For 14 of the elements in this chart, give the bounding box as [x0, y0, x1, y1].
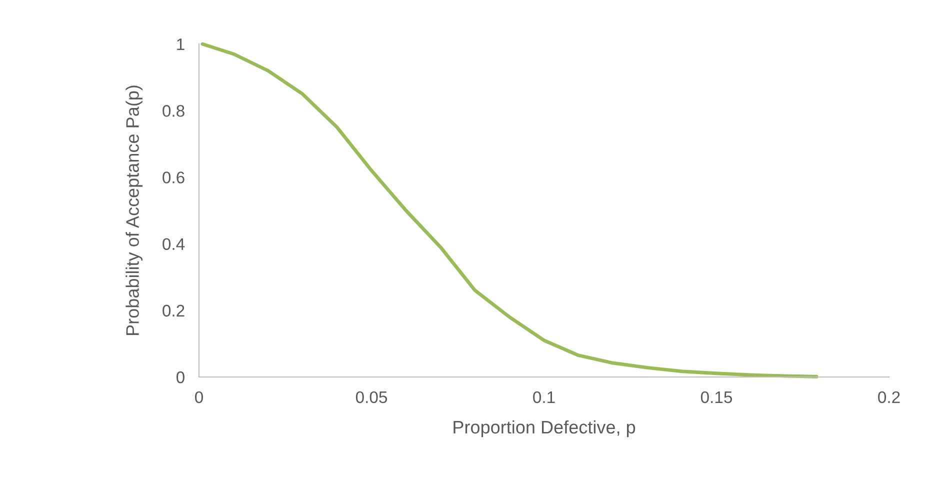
x-tick-label: 0.05 [356, 391, 388, 404]
line-series [200, 42, 818, 378]
y-tick-label: 1 [177, 38, 184, 50]
y-tick-label: 0.6 [162, 172, 184, 184]
x-tick-label: 0.2 [878, 391, 900, 404]
x-tick-label: 0.15 [700, 391, 732, 404]
y-tick-label: 0.8 [162, 105, 184, 117]
x-axis-title: Proportion Defective, p [454, 420, 636, 438]
y-tick-label: 0.4 [162, 238, 185, 250]
y-tick-label: 0.2 [162, 304, 184, 317]
x-tick-label: 0 [195, 391, 203, 404]
y-axis-title: Probability of Acceptance Pa(p) [126, 86, 142, 335]
x-tick-label: 0.1 [533, 391, 555, 404]
y-tick-label: 0 [176, 371, 184, 384]
